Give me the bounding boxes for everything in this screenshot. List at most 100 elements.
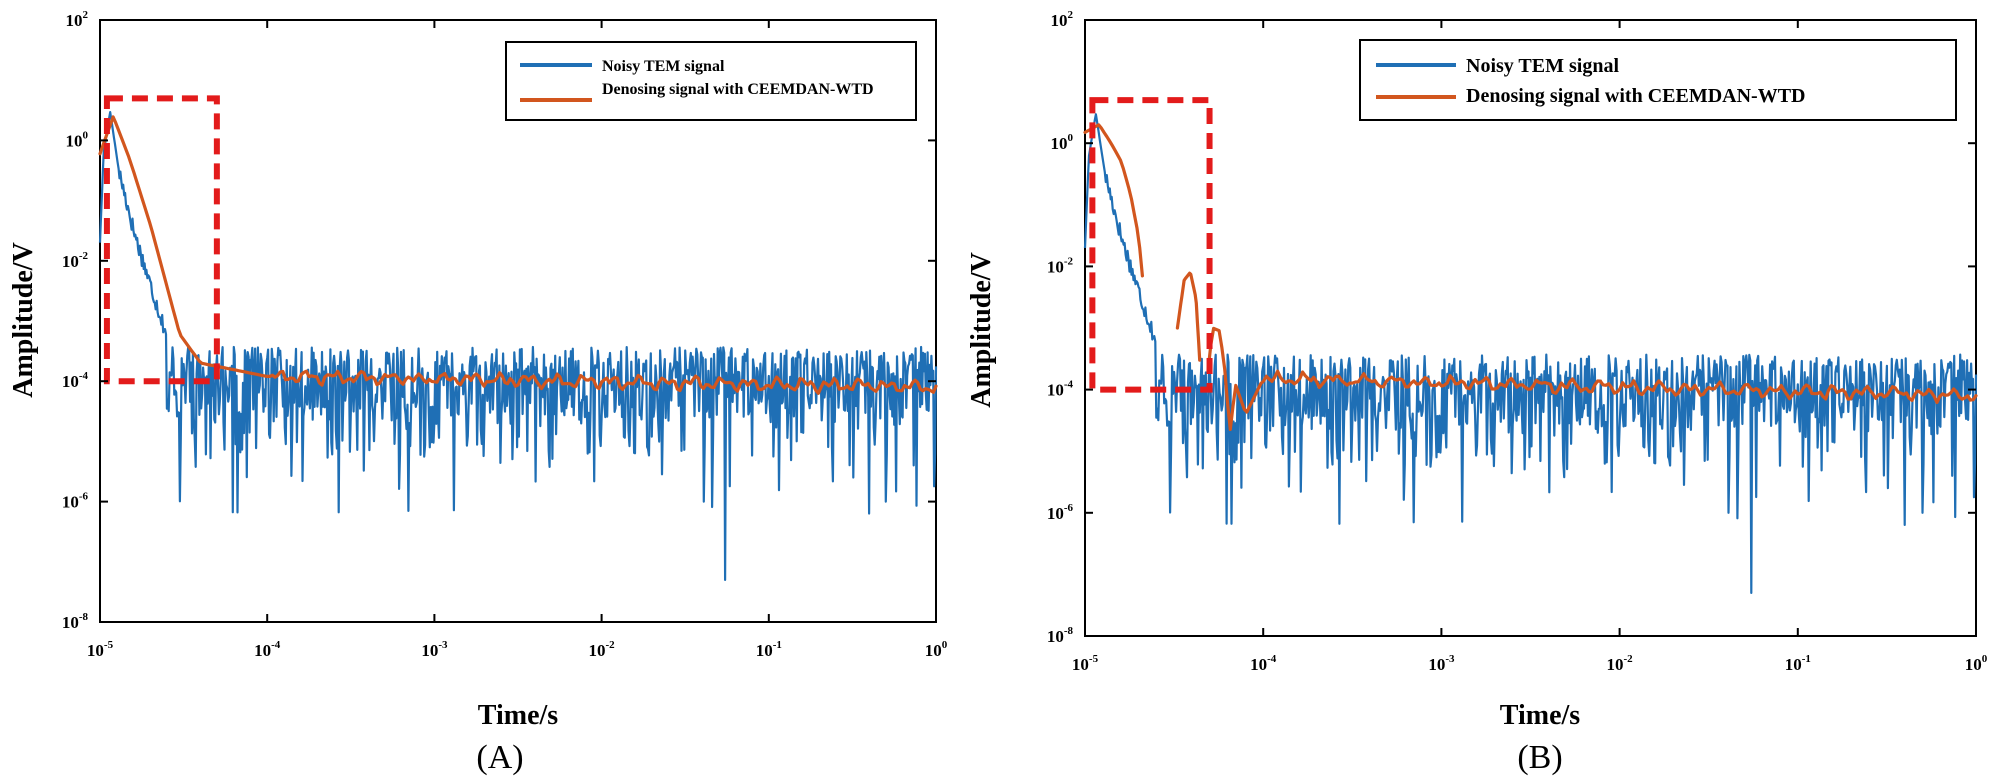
legend-label-denoised: Denosing signal with CEEMDAN-WTD: [602, 81, 874, 98]
legend-label-denoised: Denosing signal with CEEMDAN-WTD: [1466, 85, 1805, 107]
y-tick-exponent: 0: [1068, 132, 1074, 144]
x-tick-base: 10: [1428, 655, 1445, 674]
x-tick-label: 100: [925, 639, 948, 660]
series-noisy-tem: [98, 111, 938, 581]
x-tick-base: 10: [1785, 655, 1802, 674]
y-tick-base: 10: [1047, 504, 1064, 523]
y-tick-base: 10: [1047, 257, 1064, 276]
y-tick-exponent: 2: [1068, 9, 1074, 21]
y-tick-label: 10-2: [62, 250, 89, 271]
y-tick-exponent: -6: [79, 491, 89, 503]
y-tick-base: 10: [1051, 11, 1068, 30]
x-tick-label: 10-4: [1250, 653, 1277, 674]
x-tick-exponent: -3: [1445, 653, 1455, 665]
x-axis-label: Time/s: [478, 700, 558, 731]
panel-b: 10-5 10-4 10-3 10-2 10-1 10010-810-610-410-21…: [966, 9, 1988, 776]
x-axis-label: Time/s: [1500, 700, 1580, 731]
legend-label-noisy: Noisy TEM signal: [1466, 55, 1619, 77]
plot-area: [98, 95, 938, 581]
highlight-box: [103, 95, 220, 385]
legend: Noisy TEM signal Denosing signal with CE…: [1359, 39, 1957, 121]
x-tick-label: 10-3: [1428, 653, 1455, 674]
y-axis-label: Amplitude/V: [966, 252, 997, 408]
x-tick-label: 10-1: [1785, 653, 1811, 674]
x-tick-exponent: 0: [942, 639, 948, 651]
x-tick-label: 10-4: [254, 639, 281, 660]
y-tick-base: 10: [1047, 627, 1064, 646]
x-tick-exponent: -5: [1089, 653, 1099, 665]
y-tick-exponent: -8: [1064, 625, 1074, 637]
x-tick-exponent: -3: [438, 639, 448, 651]
x-tick-label: 10-5: [1072, 653, 1099, 674]
y-axis-label: Amplitude/V: [8, 242, 39, 398]
y-tick-exponent: -4: [79, 370, 89, 382]
y-tick-base: 10: [66, 131, 83, 150]
x-tick-label: 10-3: [421, 639, 448, 660]
y-tick-exponent: -2: [79, 250, 89, 262]
panel-a: 10-5 10-4 10-3 10-2 10-1 10010-810-610-410-21…: [8, 9, 948, 776]
x-tick-label: 10-1: [756, 639, 782, 660]
series-noisy-tem: [1083, 113, 1978, 594]
legend: Noisy TEM signal Denosing signal with CE…: [505, 41, 917, 121]
y-tick-label: 100: [1051, 132, 1074, 153]
x-tick-exponent: -2: [1624, 653, 1634, 665]
plot-area: [1083, 97, 1978, 594]
y-tick-label: 10-4: [1047, 379, 1074, 400]
x-tick-label: 10-2: [1607, 653, 1634, 674]
x-tick-base: 10: [756, 641, 773, 660]
x-tick-base: 10: [87, 641, 104, 660]
y-tick-base: 10: [62, 252, 79, 271]
y-tick-exponent: -4: [1064, 379, 1074, 391]
y-tick-exponent: 0: [83, 129, 89, 141]
x-tick-exponent: -1: [1802, 653, 1811, 665]
plot-frame: [1084, 19, 1977, 637]
series-denoised: [98, 115, 938, 395]
x-tick-exponent: 0: [1982, 653, 1988, 665]
highlight-box: [1089, 97, 1213, 393]
legend-box: [1359, 39, 1957, 121]
ticks: 10-5 10-4 10-3 10-2 10-1 10010-810-610-410-21…: [1047, 9, 1988, 674]
x-tick-exponent: -5: [104, 639, 114, 651]
panel-label-a: (A): [476, 739, 523, 776]
x-tick-exponent: -4: [271, 639, 281, 651]
x-tick-label: 10-5: [87, 639, 114, 660]
y-tick-base: 10: [1047, 381, 1064, 400]
x-tick-base: 10: [1250, 655, 1267, 674]
y-tick-label: 100: [66, 129, 89, 150]
panel-label-b: (B): [1517, 739, 1562, 776]
y-tick-base: 10: [62, 372, 79, 391]
y-tick-base: 10: [66, 11, 83, 30]
y-tick-exponent: -6: [1064, 502, 1074, 514]
y-tick-label: 102: [66, 9, 89, 30]
y-tick-label: 10-8: [62, 611, 89, 632]
y-tick-base: 10: [62, 493, 79, 512]
y-tick-base: 10: [1051, 134, 1068, 153]
y-tick-exponent: -8: [79, 611, 89, 623]
x-tick-base: 10: [254, 641, 271, 660]
y-tick-label: 10-8: [1047, 625, 1074, 646]
y-tick-exponent: 2: [83, 9, 89, 21]
y-tick-label: 102: [1051, 9, 1074, 30]
x-tick-exponent: -2: [606, 639, 616, 651]
x-tick-base: 10: [421, 641, 438, 660]
x-tick-base: 10: [925, 641, 942, 660]
series-denoised-segment: [1206, 326, 1978, 431]
y-tick-label: 10-6: [62, 491, 89, 512]
x-tick-base: 10: [1607, 655, 1624, 674]
x-tick-base: 10: [589, 641, 606, 660]
x-tick-base: 10: [1072, 655, 1089, 674]
y-tick-label: 10-4: [62, 370, 89, 391]
legend-box: [505, 41, 917, 121]
y-tick-base: 10: [62, 613, 79, 632]
x-tick-label: 100: [1965, 653, 1988, 674]
y-tick-label: 10-2: [1047, 255, 1074, 276]
x-tick-label: 10-2: [589, 639, 616, 660]
x-tick-base: 10: [1965, 655, 1982, 674]
y-tick-exponent: -2: [1064, 255, 1074, 267]
ticks: 10-5 10-4 10-3 10-2 10-1 10010-810-610-410-21…: [62, 9, 948, 660]
series-denoised-segment: [1175, 271, 1202, 362]
x-tick-exponent: -4: [1267, 653, 1277, 665]
x-tick-exponent: -1: [773, 639, 782, 651]
y-tick-label: 10-6: [1047, 502, 1074, 523]
